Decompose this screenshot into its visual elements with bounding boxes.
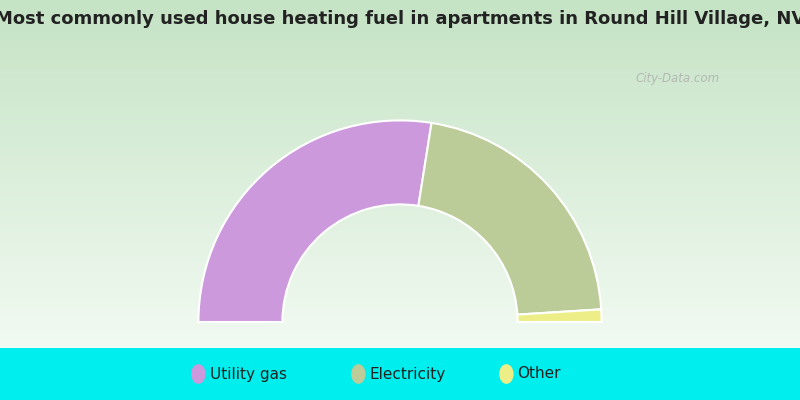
Ellipse shape bbox=[351, 364, 366, 384]
Ellipse shape bbox=[499, 364, 514, 384]
Text: Electricity: Electricity bbox=[370, 366, 446, 382]
Wedge shape bbox=[518, 309, 602, 322]
Text: Other: Other bbox=[518, 366, 561, 382]
Wedge shape bbox=[418, 123, 602, 315]
Text: Most commonly used house heating fuel in apartments in Round Hill Village, NV: Most commonly used house heating fuel in… bbox=[0, 10, 800, 28]
Text: Utility gas: Utility gas bbox=[210, 366, 286, 382]
Ellipse shape bbox=[191, 364, 206, 384]
Wedge shape bbox=[198, 120, 431, 322]
Text: City-Data.com: City-Data.com bbox=[636, 72, 720, 85]
